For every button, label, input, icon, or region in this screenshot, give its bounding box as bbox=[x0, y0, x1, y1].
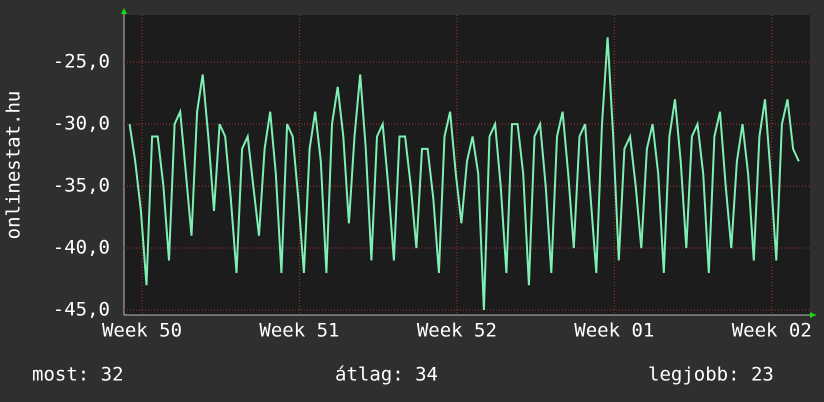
y-axis-label: onlinestat.hu bbox=[3, 91, 25, 240]
y-tick-label: -45,0 bbox=[53, 299, 110, 321]
y-tick-label: -25,0 bbox=[53, 51, 110, 73]
x-tick-label: Week 50 bbox=[102, 320, 182, 342]
x-tick-label: Week 01 bbox=[574, 320, 654, 342]
footer-average: átlag: 34 bbox=[335, 364, 438, 386]
footer-best: legjobb: 23 bbox=[648, 364, 774, 386]
x-arrow bbox=[810, 312, 816, 318]
data-line bbox=[128, 37, 800, 311]
x-tick-label: Week 02 bbox=[732, 320, 812, 342]
y-tick-label: -40,0 bbox=[53, 237, 110, 259]
y-tick-label: -30,0 bbox=[53, 113, 110, 135]
x-tick-label: Week 52 bbox=[417, 320, 497, 342]
x-tick-label: Week 51 bbox=[259, 320, 339, 342]
y-arrow bbox=[121, 8, 127, 14]
y-tick-label: -35,0 bbox=[53, 175, 110, 197]
footer-current: most: 32 bbox=[32, 364, 124, 386]
